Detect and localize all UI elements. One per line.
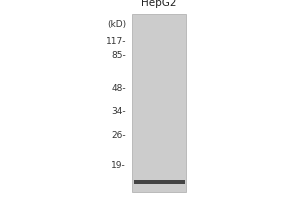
Text: 19-: 19- xyxy=(111,160,126,170)
Text: 26-: 26- xyxy=(111,130,126,140)
Text: 34-: 34- xyxy=(111,106,126,116)
Text: 48-: 48- xyxy=(111,84,126,93)
Text: (kD): (kD) xyxy=(107,20,126,28)
Text: HepG2: HepG2 xyxy=(141,0,177,8)
Bar xyxy=(134,180,184,184)
Text: 117-: 117- xyxy=(106,38,126,46)
Bar xyxy=(132,14,186,192)
Text: 85-: 85- xyxy=(111,51,126,60)
